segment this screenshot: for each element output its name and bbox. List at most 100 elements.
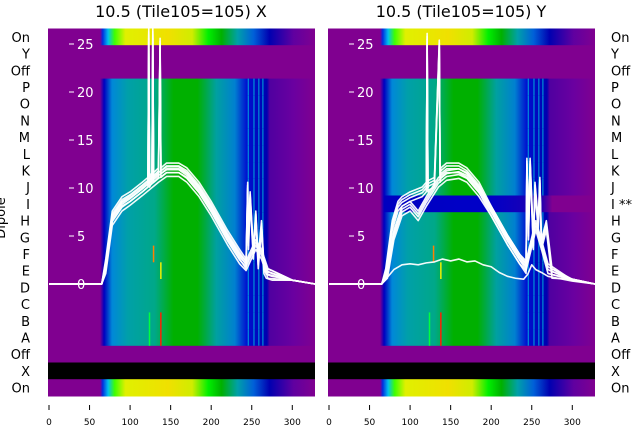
heatmap-stripe <box>262 329 264 346</box>
x-tick-label: 100 <box>402 418 419 428</box>
heatmap-row <box>48 112 315 130</box>
heatmap-stripe <box>253 312 255 330</box>
row-label: M <box>611 131 622 146</box>
heatmap-row <box>328 312 595 330</box>
heatmap-flag <box>428 329 431 346</box>
heatmap-stripe <box>542 295 544 313</box>
row-label: Off <box>11 348 31 363</box>
heatmap-row <box>328 329 595 347</box>
x-tick-label: 300 <box>564 418 581 428</box>
heatmap-stripe <box>247 162 249 179</box>
row-label: P <box>22 81 30 96</box>
heatmap-stripe <box>253 162 255 179</box>
heatmap-stripe <box>262 78 264 96</box>
x-tick-label: 100 <box>122 418 139 428</box>
heatmap-stripe <box>258 329 260 346</box>
row-label: On <box>611 382 629 397</box>
heatmap-stripe <box>533 78 535 96</box>
heatmap-stripe <box>258 279 260 296</box>
heatmap-stripe <box>247 329 249 346</box>
heatmap-stripe <box>247 245 249 263</box>
heatmap-row <box>328 228 595 247</box>
heatmap-stripe <box>527 162 529 179</box>
heatmap-stripe <box>258 128 260 146</box>
heatmap-stripe <box>542 145 544 163</box>
x-tick-label: 50 <box>84 418 96 428</box>
row-label: O <box>20 98 30 113</box>
row-label: X <box>611 365 620 380</box>
heatmap-stripe <box>538 128 540 146</box>
heatmap-stripe <box>538 279 540 296</box>
heatmap-stripe <box>527 262 529 279</box>
heatmap-row <box>328 28 595 46</box>
heatmap-stripe <box>262 279 264 296</box>
row-label: G <box>611 231 621 246</box>
heatmap-stripe <box>262 262 264 279</box>
heatmap-stripe <box>258 178 260 196</box>
x-tick-label: 50 <box>364 418 376 428</box>
heatmap-stripe <box>258 162 260 179</box>
heatmap-stripe <box>542 329 544 346</box>
row-label: On <box>611 31 629 46</box>
row-label: A <box>21 331 30 346</box>
heatmap-stripe <box>253 178 255 196</box>
heatmap-stripe <box>247 295 249 313</box>
row-label: J <box>610 181 615 196</box>
heatmap-stripe <box>247 279 249 296</box>
heatmap-row <box>48 195 315 213</box>
chart-title: 10.5 (Tile105=105) X <box>95 2 267 21</box>
heatmap-stripe <box>247 95 249 112</box>
heatmap-stripe <box>533 162 535 179</box>
heatmap-stripe <box>538 312 540 330</box>
row-label: Y <box>21 48 30 63</box>
heatmap-stripe <box>247 78 249 96</box>
heatmap-stripe <box>527 128 529 146</box>
heatmap-stripe <box>533 312 535 330</box>
row-label: E <box>611 265 619 280</box>
heatmap-stripe <box>253 145 255 163</box>
y-tick-label: 25 <box>77 38 94 53</box>
row-label: N <box>611 114 621 129</box>
heatmap-stripe <box>247 262 249 279</box>
heatmap-stripe <box>253 295 255 313</box>
heatmap-stripe <box>542 279 544 296</box>
heatmap-stripe <box>253 195 255 213</box>
heatmap-stripe <box>258 112 260 129</box>
spectrum-line <box>329 168 596 285</box>
row-label: I <box>26 198 30 213</box>
spectrum-line <box>49 175 316 285</box>
heatmap-row <box>48 295 315 313</box>
heatmap-row <box>328 212 595 230</box>
row-label: N <box>20 114 30 129</box>
heatmap-stripe <box>527 112 529 129</box>
heatmap-stripe <box>262 112 264 129</box>
heatmap-stripe <box>527 312 529 330</box>
row-label: H <box>20 215 30 230</box>
row-label: Off <box>11 64 31 79</box>
y-tick-label: 10 <box>357 182 374 197</box>
heatmap-row <box>48 362 315 380</box>
spectrum-line <box>329 177 596 285</box>
heatmap-stripe <box>262 195 264 213</box>
heatmap-row <box>328 112 595 130</box>
row-label: D <box>611 281 621 296</box>
heatmap-row <box>48 212 315 230</box>
x-tick-label: 0 <box>326 418 332 428</box>
row-label: Y <box>610 48 619 63</box>
heatmap-flag <box>440 329 442 346</box>
row-label: O <box>611 98 621 113</box>
heatmap-stripe <box>538 112 540 129</box>
row-label: X <box>21 365 30 380</box>
heatmap-stripe <box>527 78 529 96</box>
spectrum-line <box>49 171 316 285</box>
x-tick-label: 250 <box>523 418 540 428</box>
heatmap-stripe <box>538 95 540 112</box>
row-label: D <box>20 281 30 296</box>
heatmap-row <box>48 379 315 397</box>
row-label: F <box>23 248 30 263</box>
spectrum-line <box>329 170 596 285</box>
heatmap-row <box>48 245 315 263</box>
row-label: On <box>12 31 30 46</box>
heatmap-stripe <box>247 145 249 163</box>
